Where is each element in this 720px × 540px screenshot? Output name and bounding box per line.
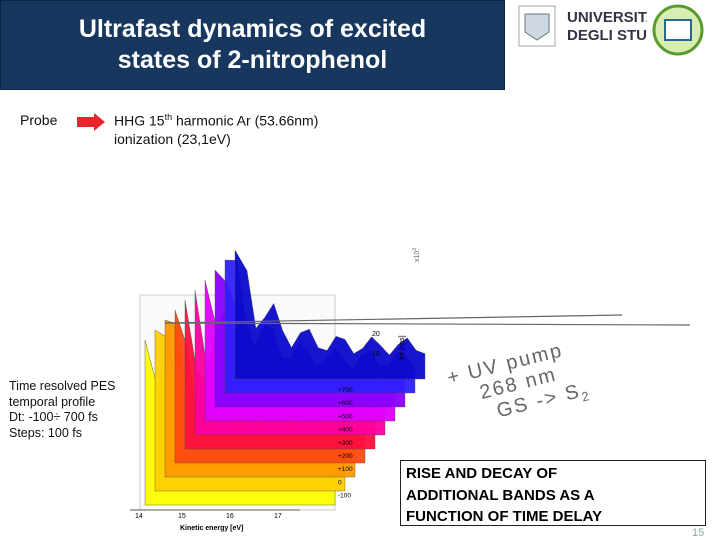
probe-sup: th bbox=[164, 112, 173, 122]
note-line: Dt: -100÷ 700 fs bbox=[9, 410, 98, 424]
delay-label: -100 bbox=[338, 493, 351, 500]
callout-line: ADDITIONAL BANDS AS A bbox=[406, 486, 595, 504]
probe-text: HHG 15th harmonic Ar (53.66nm) bbox=[114, 112, 318, 129]
delay-label: +500 bbox=[338, 413, 353, 420]
callout-line: FUNCTION OF TIME DELAY bbox=[406, 508, 603, 525]
note-line: Time resolved PES bbox=[9, 379, 116, 393]
delay-label: 0 bbox=[338, 479, 342, 486]
delay-label: +700 bbox=[338, 387, 353, 394]
x-tick-label: 16 bbox=[226, 513, 234, 520]
probe-line: HHG 15 bbox=[114, 112, 165, 129]
pointer-line bbox=[164, 314, 623, 324]
page-number: 15 bbox=[692, 527, 705, 539]
x-axis-label: Kinetic energy [eV] bbox=[180, 525, 243, 532]
red-arrow bbox=[77, 113, 105, 131]
pointer-line bbox=[164, 322, 691, 326]
probe-line: harmonic Ar (53.66nm) bbox=[172, 112, 319, 129]
spectrum-layer bbox=[234, 249, 426, 380]
delay-label: +200 bbox=[338, 453, 353, 460]
crop bbox=[647, 0, 657, 60]
z-tick-label: 10 bbox=[372, 351, 380, 358]
probe-label: Probe bbox=[20, 112, 58, 128]
logo-book bbox=[664, 19, 692, 41]
logo-text: UNIVERSITA bbox=[567, 9, 657, 26]
z-tick-label: 20 bbox=[372, 331, 380, 338]
x-tick-label: 15 bbox=[178, 513, 186, 520]
x-tick-label: 17 bbox=[274, 513, 282, 520]
note-line: temporal profile bbox=[9, 394, 96, 409]
logo-text: DEGLI STUD bbox=[567, 27, 658, 44]
title-box: Ultrafast dynamics of excited states of … bbox=[0, 0, 505, 90]
note-line: Steps: 100 fs bbox=[9, 425, 82, 440]
probe-line2: ionization (23,1eV) bbox=[114, 131, 231, 147]
title: Ultrafast dynamics of excited states of … bbox=[78, 15, 427, 74]
z-scale-exp: 3 bbox=[412, 248, 418, 251]
x-tick-label: 14 bbox=[135, 513, 143, 520]
z-scale-base: x10 bbox=[414, 251, 421, 262]
callout-line: RISE AND DECAY OF bbox=[406, 465, 558, 482]
delay-label: +300 bbox=[338, 440, 353, 447]
crest-shield bbox=[524, 13, 550, 41]
callout-box: RISE AND DECAY OF ADDITIONAL BANDS AS A … bbox=[400, 460, 706, 526]
arrow bbox=[77, 113, 105, 131]
delay-label: +400 bbox=[338, 427, 353, 434]
logos: UNIVERSITA DEGLI STUD bbox=[518, 0, 704, 60]
delay-label: +100 bbox=[338, 466, 353, 473]
z-axis-label: Int [cps] bbox=[399, 335, 406, 360]
z-scale: x103 bbox=[412, 248, 421, 262]
delay-label: +600 bbox=[338, 400, 353, 407]
left-note: Time resolved PES temporal profile Dt: -… bbox=[9, 379, 116, 441]
